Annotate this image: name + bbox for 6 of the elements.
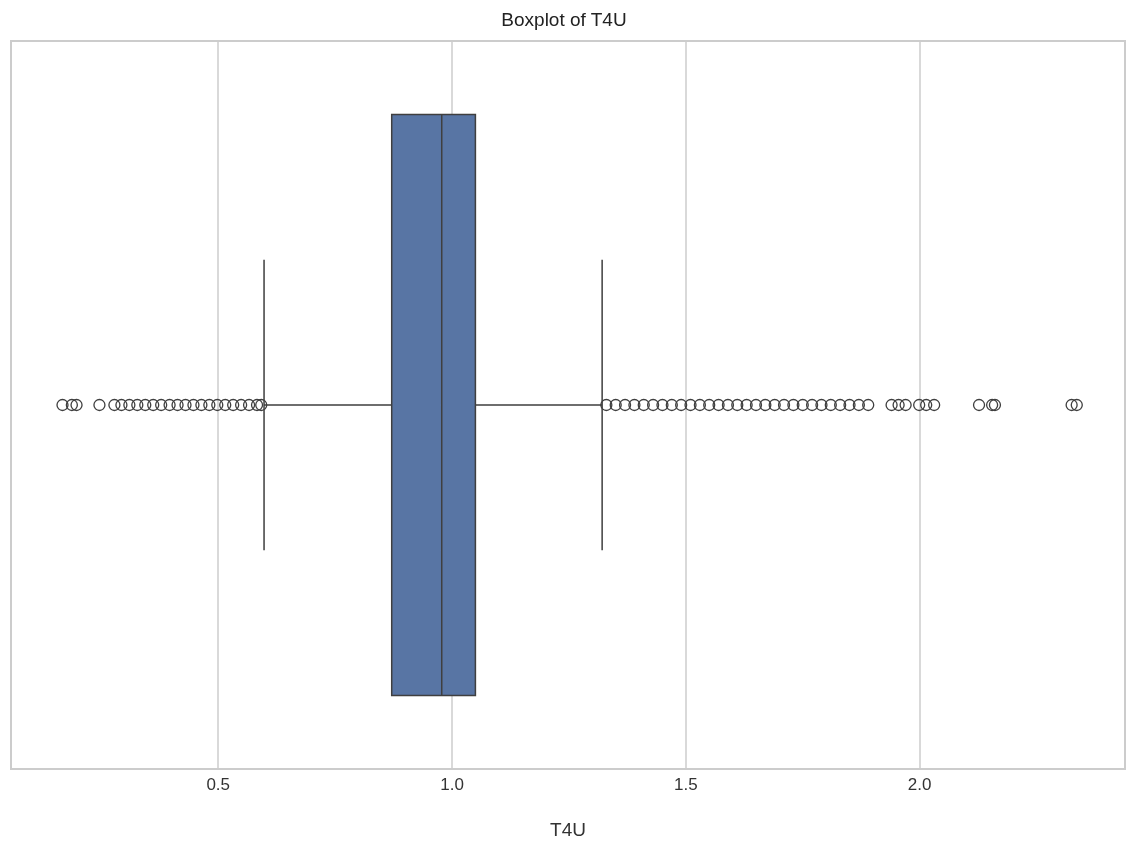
- x-tick-label: 2.0: [907, 775, 932, 795]
- x-tick-label: 1.0: [440, 775, 464, 795]
- x-tick-label: 0.5: [206, 775, 231, 795]
- x-axis-title: T4U: [550, 819, 586, 840]
- x-tick-label: 1.5: [674, 775, 698, 795]
- chart-title: Boxplot of T4U: [501, 8, 627, 30]
